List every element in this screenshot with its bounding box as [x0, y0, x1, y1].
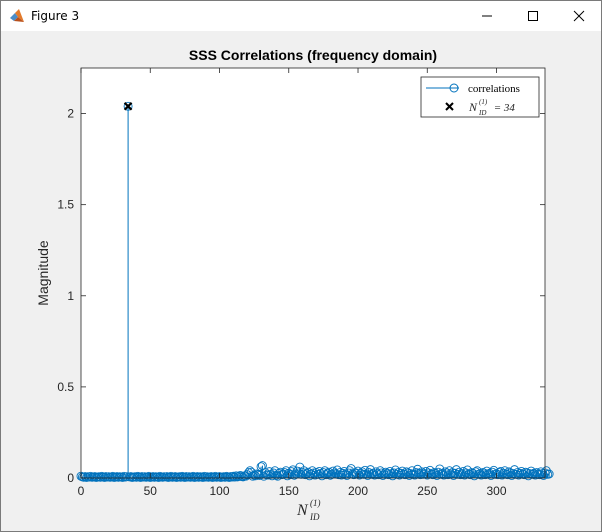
stem-marker	[234, 471, 244, 481]
x-axis-label-base: N	[296, 502, 309, 519]
axes-box	[80, 67, 546, 479]
stem-marker	[440, 467, 450, 477]
stem-chart[interactable]: 0 50 100 150 200 250 300 0 0.5 1 1.5 2 SSS Correla…	[1, 31, 601, 531]
stem-marker	[425, 465, 435, 475]
x-tick-label: 50	[144, 484, 158, 498]
stem-marker	[342, 470, 352, 480]
x-axis-label-sup: (1)	[310, 498, 321, 508]
x-tick-label: 100	[209, 484, 229, 498]
legend-marker-correlations	[449, 83, 459, 93]
stem-marker	[321, 470, 331, 480]
stem-marker	[454, 467, 464, 477]
minimize-icon	[482, 15, 492, 17]
close-button[interactable]	[556, 1, 602, 31]
maximize-button[interactable]	[510, 1, 556, 31]
legend-label-correlations: correlations	[468, 83, 520, 95]
axes-background	[81, 68, 545, 478]
stem-marker	[227, 472, 237, 482]
stem-marker	[360, 465, 370, 475]
x-tick-label: 0	[78, 484, 85, 498]
legend-marker-peak	[445, 102, 454, 111]
legend[interactable]: correlations N (1) ID = 34	[420, 76, 540, 118]
stem-marker	[248, 471, 258, 481]
peak-marker-group	[123, 101, 133, 111]
y-tick-label: 1.5	[57, 198, 74, 212]
maximize-icon	[528, 11, 538, 21]
title-bar[interactable]: Figure 3	[1, 1, 601, 31]
y-tick-label: 0.5	[57, 380, 74, 394]
x-axis-label: N (1) ID	[296, 498, 321, 522]
stem-marker	[469, 471, 479, 481]
stem-marker	[378, 470, 388, 480]
x-axis-ticks: 0 50 100 150 200 250 300	[78, 68, 507, 498]
stem-marker	[280, 468, 290, 477]
x-tick-label: 250	[417, 484, 437, 498]
stem-marker	[382, 468, 392, 478]
stem-marker	[123, 101, 133, 111]
legend-peak-sub: ID	[478, 109, 486, 117]
y-tick-label: 0	[67, 471, 74, 485]
stem-marker	[414, 468, 424, 478]
y-tick-label: 1	[67, 289, 74, 303]
stem-marker	[539, 470, 549, 480]
stem-marker	[302, 468, 312, 478]
stem-marker	[517, 466, 526, 476]
legend-peak-rest: = 34	[491, 102, 515, 114]
stem-marker	[494, 468, 504, 477]
stem-marker	[541, 466, 551, 476]
stem-marker	[417, 467, 427, 477]
stem-marker	[309, 468, 319, 478]
chart-title: SSS Correlations (frequency domain)	[189, 47, 437, 63]
y-axis-label: Magnitude	[35, 240, 51, 306]
y-axis-ticks: 0 0.5 1 1.5 2	[57, 107, 545, 485]
stem-marker	[435, 464, 445, 474]
stem-marker	[523, 471, 533, 481]
x-tick-label: 300	[487, 484, 507, 498]
legend-box	[420, 76, 540, 118]
stem-marker	[235, 470, 245, 480]
minimize-button[interactable]	[464, 1, 510, 31]
figure-canvas: 0 50 100 150 200 250 300 0 0.5 1 1.5 2 SSS Correla…	[1, 31, 601, 531]
window-title: Figure 3	[31, 9, 80, 23]
legend-peak-sup: (1)	[479, 98, 488, 106]
y-tick-label: 2	[67, 107, 74, 121]
stem-marker	[371, 467, 381, 477]
stem-marker	[507, 470, 517, 480]
x-axis-label-sub: ID	[309, 512, 320, 522]
close-icon	[573, 10, 585, 22]
legend-peak-base: N	[468, 100, 478, 114]
stem-marker	[449, 470, 459, 480]
matlab-icon	[10, 9, 24, 22]
stem-marker	[256, 462, 266, 472]
peak-marker	[123, 101, 133, 111]
x-tick-label: 200	[348, 484, 368, 498]
x-tick-label: 150	[279, 484, 299, 498]
legend-label-peak: N (1) ID = 34	[468, 98, 515, 117]
stem-marker	[300, 470, 310, 480]
